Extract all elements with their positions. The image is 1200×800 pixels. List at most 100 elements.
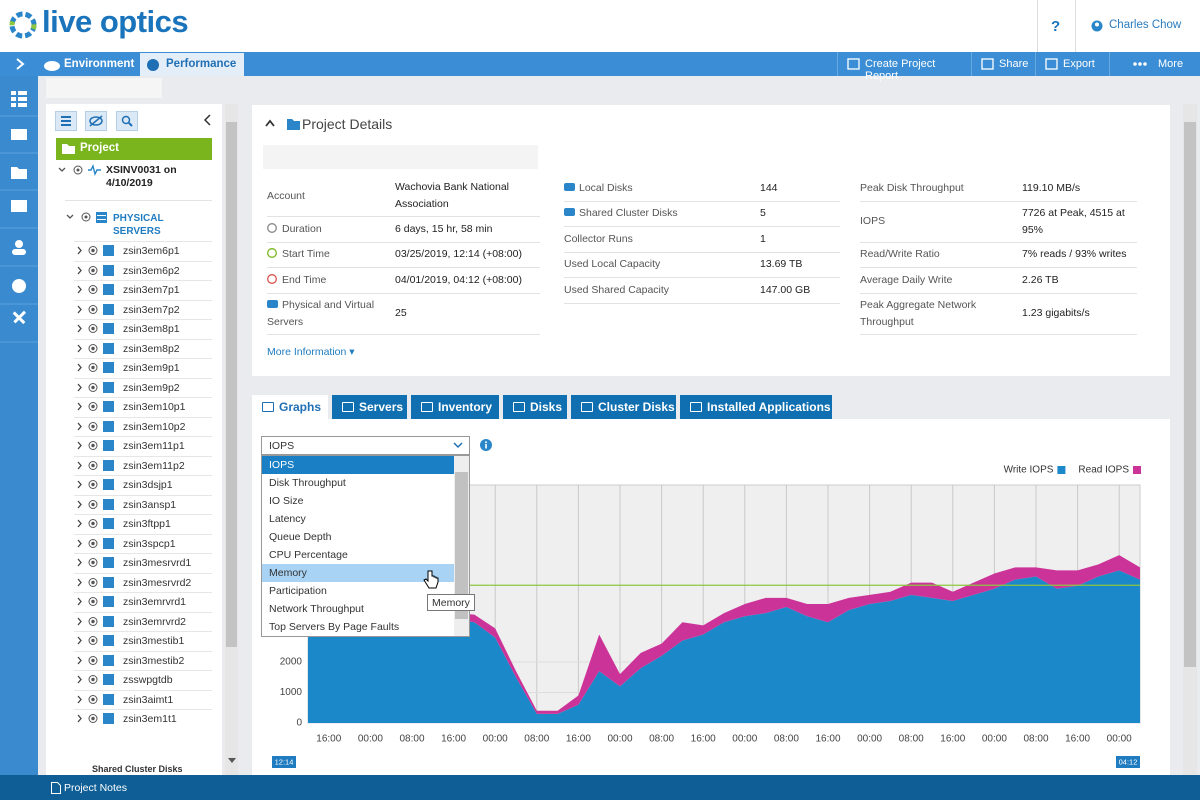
action-button[interactable]: Export xyxy=(1035,52,1109,76)
sub-tab[interactable]: Graphs xyxy=(252,395,328,419)
radio xyxy=(88,246,98,255)
server-name[interactable]: zsin3em7p2 xyxy=(123,303,180,316)
details-column: Local Disks 144 Shared Cluster Disks 5 Colle… xyxy=(564,176,840,304)
server-name[interactable]: zsin3em9p1 xyxy=(123,362,180,374)
group-icons xyxy=(66,212,107,223)
server-name[interactable]: zsin3em11p1 xyxy=(123,440,185,452)
label-text: Duration xyxy=(282,222,322,235)
caret xyxy=(77,461,82,469)
details-label: End Time xyxy=(267,272,395,289)
tree-row-line xyxy=(74,494,212,496)
details-row: Peak Aggregate Network Throughput 1.23 gi… xyxy=(860,294,1137,335)
sidebar-scrollbar[interactable] xyxy=(225,104,238,775)
select-option[interactable]: Participation xyxy=(262,582,454,600)
server-name[interactable]: zsin3emrvrd1 xyxy=(123,596,187,608)
sub-tab[interactable]: Servers xyxy=(332,395,407,419)
page-scrollbar[interactable] xyxy=(1183,104,1197,775)
x-tick-label: 16:00 xyxy=(316,734,341,745)
info-icon[interactable] xyxy=(480,439,492,451)
server-name[interactable]: zsin3em11p2 xyxy=(123,459,185,472)
radio xyxy=(88,285,98,294)
icon-shape xyxy=(1045,58,1058,70)
label-icon xyxy=(267,222,277,233)
server-name[interactable]: zsin3em8p2 xyxy=(123,342,180,355)
sub-tab[interactable]: Installed Applications xyxy=(680,395,832,419)
server-icons xyxy=(77,615,114,627)
server-icons xyxy=(77,596,114,607)
user-name[interactable]: Charles Chow xyxy=(1109,19,1182,31)
more-link[interactable]: More Information xyxy=(267,346,347,358)
server-name[interactable]: zsin3em9p2 xyxy=(123,381,180,394)
radio-dot xyxy=(91,287,95,292)
server-name[interactable]: zsin3em6p2 xyxy=(123,264,180,277)
select-option[interactable]: Memory xyxy=(262,564,454,582)
server-name[interactable]: zsin3ansp1 xyxy=(123,498,177,511)
select-list: IOPS Disk Throughput IO Size Latency Queue D… xyxy=(261,455,470,637)
sub-tab[interactable]: Cluster Disks xyxy=(571,395,676,419)
server-name[interactable]: zsin3mestib2 xyxy=(123,654,185,667)
details-value: 13.69 TB xyxy=(760,258,803,271)
server-name[interactable]: zsswpgtdb xyxy=(123,674,173,686)
radio xyxy=(88,597,98,606)
server-name[interactable]: zsin3em1t1 xyxy=(123,713,177,725)
select-option[interactable]: Disk Throughput xyxy=(262,474,454,492)
server-name[interactable]: zsin3em10p2 xyxy=(123,420,186,433)
tab-icon xyxy=(44,61,60,71)
metric-select[interactable]: IOPS xyxy=(261,436,470,455)
project-notes[interactable]: Project Notes xyxy=(64,782,128,794)
select-option[interactable]: Top Servers By Page Faults xyxy=(262,618,454,636)
nav-tab[interactable]: Environment xyxy=(38,53,140,76)
help-button[interactable]: ? xyxy=(1051,18,1061,35)
server-name[interactable]: zsin3mesrvrd2 xyxy=(123,576,192,589)
server-name[interactable]: zsin3em6p1 xyxy=(123,245,180,257)
server-name[interactable]: zsin3mesrvrd1 xyxy=(123,557,192,569)
tree-row-line xyxy=(74,455,212,457)
action-button[interactable]: More xyxy=(1109,52,1183,76)
server-name[interactable]: zsin3em8p1 xyxy=(123,323,180,335)
action-button[interactable]: Create Project Report xyxy=(837,52,971,82)
tree-row-line xyxy=(74,338,212,340)
tree-row-line xyxy=(74,611,212,613)
server-name[interactable]: zsin3spcp1 xyxy=(123,537,176,550)
scroll-arrow[interactable] xyxy=(226,756,238,766)
list-scroll-thumb[interactable] xyxy=(455,472,468,619)
scroll-thumb[interactable] xyxy=(1184,122,1196,667)
select-option[interactable]: Network Throughput xyxy=(262,600,454,618)
label-text: Used Shared Capacity xyxy=(564,283,670,296)
server-icons xyxy=(77,635,114,646)
tree-root[interactable]: Project xyxy=(56,138,212,160)
details-row: Collector Runs 1 xyxy=(564,227,840,253)
server-icon xyxy=(103,713,114,724)
select-option[interactable]: IOPS xyxy=(262,456,454,474)
server-name[interactable]: zsin3mestib1 xyxy=(123,635,185,647)
legend-label: Write IOPS xyxy=(1004,465,1054,476)
range-marker xyxy=(1116,756,1140,768)
expand-icon[interactable] xyxy=(14,58,26,70)
action-button[interactable]: Share xyxy=(971,52,1035,76)
server-icon xyxy=(103,420,114,432)
server-name[interactable]: zsin3dsjp1 xyxy=(123,479,173,491)
tree-node[interactable]: XSINV0031 on 4/10/2019 xyxy=(106,164,177,189)
details-row: IOPS 7726 at Peak, 4515 at 95% xyxy=(860,202,1137,243)
scroll-thumb[interactable] xyxy=(226,122,237,647)
server-name[interactable]: zsin3aimt1 xyxy=(123,693,174,706)
sub-tab[interactable]: Inventory xyxy=(411,395,499,419)
server-icons xyxy=(77,245,114,256)
server-name[interactable]: zsin3em7p1 xyxy=(123,284,180,296)
server-name[interactable]: zsin3emrvrd2 xyxy=(123,615,187,628)
x-tick-label: 16:00 xyxy=(566,734,591,745)
tree-next-group[interactable]: Shared Cluster Disks xyxy=(92,764,183,774)
details-value: Wachovia Bank National Association xyxy=(395,181,510,210)
select-option[interactable]: CPU Percentage xyxy=(262,546,454,564)
select-option[interactable]: Queue Depth xyxy=(262,528,454,546)
more-information[interactable]: More Information ▾ xyxy=(267,346,355,358)
select-option[interactable]: Latency xyxy=(262,510,454,528)
server-icons xyxy=(77,303,114,315)
server-name[interactable]: zsin3em10p1 xyxy=(123,401,186,413)
logo-icon xyxy=(9,11,37,39)
server-icons xyxy=(77,284,114,295)
select-option[interactable]: IO Size xyxy=(262,492,454,510)
server-name[interactable]: zsin3ftpp1 xyxy=(123,518,171,530)
tree-group[interactable]: PHYSICAL SERVERS xyxy=(113,213,164,237)
nav-tab[interactable]: Performance xyxy=(140,53,244,76)
